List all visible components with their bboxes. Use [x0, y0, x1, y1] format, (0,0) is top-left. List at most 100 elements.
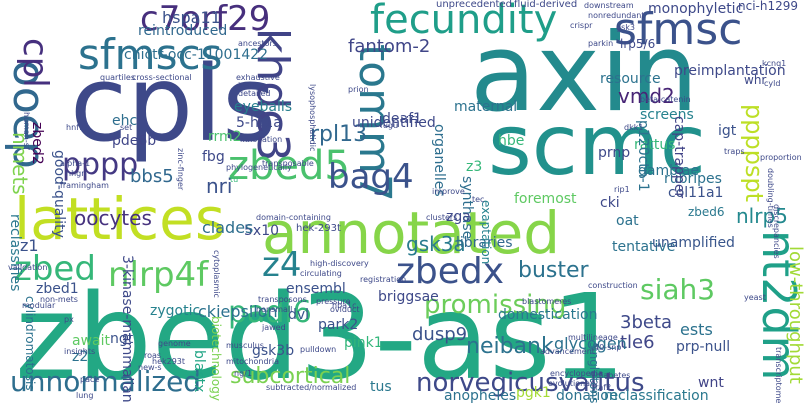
word-zbed3-as1: zbed3-as1	[15, 268, 626, 404]
word-jawed: jawed	[262, 323, 286, 332]
word-pressure: pressure	[316, 297, 351, 306]
word-doubling-times: doubling-times	[766, 168, 775, 228]
word-nlrp4f: nlrp4f	[108, 255, 209, 295]
word-3beta: 3beta	[620, 312, 673, 333]
word-proportion: proportion	[760, 153, 802, 162]
word-gsk3b: gsk3b	[252, 343, 295, 359]
word-registration: registration	[360, 275, 407, 284]
word-clades: clades	[202, 218, 254, 237]
word-ensembl: ensembl	[286, 281, 346, 297]
word-high-discovery: high-discovery	[310, 259, 369, 268]
word-genome: genome	[158, 339, 191, 348]
word-blastx: blastx	[191, 350, 207, 393]
word-unamplified: unamplified	[652, 235, 735, 251]
word-construction: construction	[588, 281, 638, 290]
word-tle6: tle6	[620, 332, 655, 353]
word-hek-293t: hek-293t	[296, 223, 341, 234]
word-ngt: ngt	[110, 331, 134, 347]
word-await: await	[72, 333, 110, 349]
word-advancement: advancement	[540, 347, 595, 356]
word-bag4: bag4	[328, 157, 414, 197]
word-buster: buster	[518, 258, 589, 283]
word-zbed1: zbed1	[36, 281, 79, 297]
word-glycogen: glycogen	[554, 334, 627, 353]
word-anopheles: anopheles	[444, 388, 517, 404]
word-fbg: fbg	[202, 149, 225, 165]
word-low-throughput: low-throughput	[785, 246, 806, 384]
word-lrp5-6: lrp5/6	[620, 37, 656, 51]
word-axin: axin	[470, 11, 699, 136]
word-cki: cki	[600, 195, 620, 211]
word-ckiepsilon: ckiepsilon	[198, 302, 278, 321]
word-hba1c: hba1c	[332, 301, 357, 310]
word-crispr: crispr	[570, 21, 593, 30]
word-reintroduced: reintroduced	[138, 23, 228, 39]
word-transposons: transposons	[258, 295, 307, 304]
word-improve: improve	[432, 187, 465, 196]
word-exaptation: exaptation	[479, 200, 493, 265]
word-human-sf: human-sf	[22, 112, 31, 150]
word-5x10: 5x10	[244, 223, 280, 239]
word-cytoplasmic: cytoplasmic	[212, 250, 221, 298]
word-zygotic: zygotic	[150, 303, 201, 319]
word-cyld: cyld	[764, 79, 781, 88]
word-hspa11: hspa11	[162, 8, 221, 27]
word-nhgri: nhgri	[66, 169, 87, 178]
word-cpls: cpls	[70, 43, 277, 165]
word-transcriptome: transcriptome	[774, 346, 783, 403]
word-zbed5: zbed5	[228, 143, 350, 189]
word-alpha-1: alpha-1	[60, 159, 91, 168]
word-igt: igt	[718, 123, 737, 139]
word-clusters: clusters	[426, 213, 458, 222]
word-encyclopedia: encyclopedia	[550, 369, 603, 378]
word-unprecedented: unprecedented	[436, 0, 512, 10]
word-framingham: framingham	[60, 181, 109, 190]
word-mitochondria: mitochondria	[226, 357, 279, 366]
word-zga: zga	[446, 209, 471, 225]
word-evolutionary: evolutionary	[548, 379, 599, 388]
word-cylindromatosis: cylindromatosis	[23, 296, 37, 391]
word-zbed: zbed	[14, 249, 96, 289]
word-rattus: rattus	[634, 137, 676, 153]
word-quartiles: quartiles	[100, 73, 136, 82]
word-ests: ests	[680, 320, 713, 339]
word-blastomeres: blastomeres	[522, 297, 572, 306]
word-ehc: ehc	[112, 113, 138, 129]
word-3-kinase-mammalian: 3-kinase-mammalian	[119, 255, 135, 403]
word-ancestors: ancestors	[238, 39, 277, 48]
word-siah3: siah3	[640, 273, 716, 306]
word-circulating: circulating	[300, 269, 342, 278]
word-park2: park2	[318, 317, 359, 333]
word-ng-1: ng/1	[234, 369, 252, 378]
word-exhaustive: exhaustive	[236, 73, 280, 82]
word-insights: insights	[64, 347, 96, 356]
word-pgk1: pgk1	[516, 385, 551, 401]
word-dusp9: dusp9	[412, 324, 468, 345]
word-resource: resource	[600, 71, 661, 87]
word-monophyletic: monophyletic	[648, 1, 744, 17]
word-rip1: rip1	[614, 185, 630, 194]
word-yeast: yeast	[744, 293, 766, 302]
word-donation: donation	[556, 388, 618, 404]
word-prp-null: prp-null	[676, 339, 731, 355]
word-domestication: domestication	[498, 307, 598, 323]
word-cap-trapper: cap-trapper	[671, 116, 687, 199]
word-eyeballs: eyeballs	[234, 99, 293, 115]
word-oocytes: oocytes	[74, 206, 152, 230]
word-chictr-occ-11001422: chictr-occ-11001422	[124, 47, 269, 63]
word-fecundity: fecundity	[370, 0, 558, 43]
word-hnf1a: hnf1a	[66, 123, 89, 132]
word-dkk1: dkk1	[624, 123, 644, 132]
word-z1: z1	[20, 236, 39, 255]
word-zbed2: zbed2	[29, 122, 45, 165]
word-synthase: synthase	[459, 176, 475, 240]
word-transposable: transposable	[262, 159, 314, 168]
word-nonsmall: nonsmall	[256, 305, 293, 314]
word-tec: tec	[472, 195, 485, 204]
word-whr: whr	[744, 73, 767, 87]
word-zbedx: zbedx	[396, 251, 505, 292]
word-nri: nri	[206, 174, 233, 198]
word-nci-h1299: nci-h1299	[738, 0, 799, 13]
word-foremost: foremost	[514, 191, 577, 207]
word-preimplantation: preimplantation	[674, 63, 786, 79]
